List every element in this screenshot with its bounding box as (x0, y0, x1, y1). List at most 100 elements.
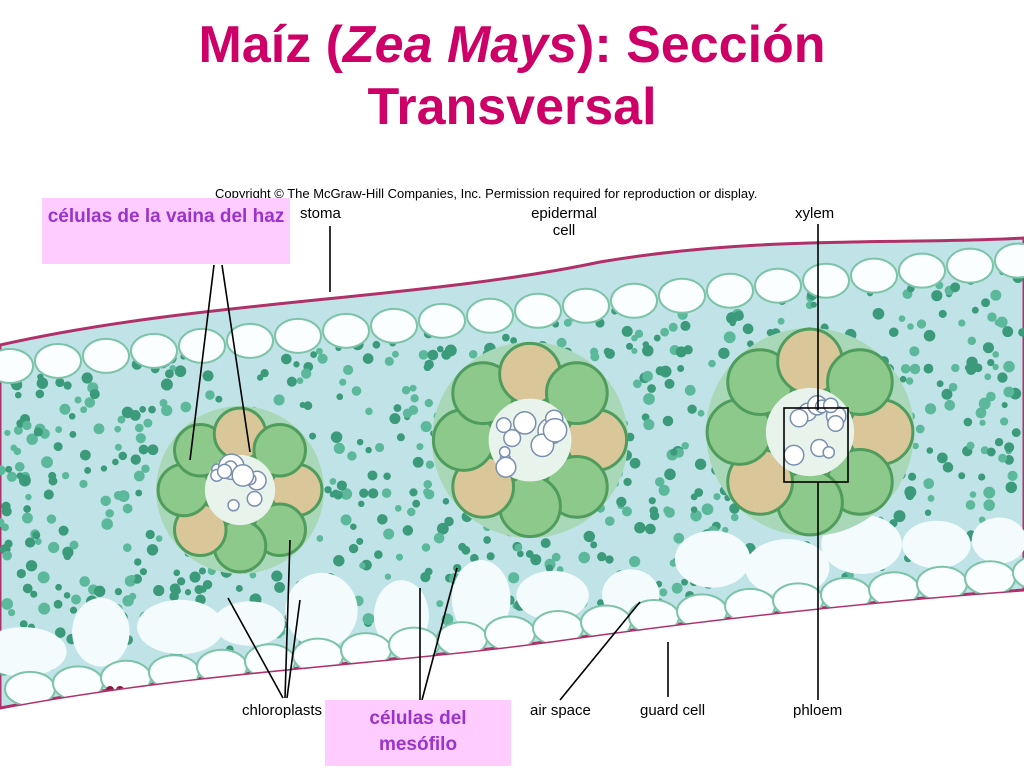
cell (392, 350, 399, 358)
cell (356, 438, 364, 446)
cell (21, 512, 33, 524)
cell (79, 576, 91, 587)
cell (160, 378, 173, 391)
cell (984, 373, 992, 381)
cell (909, 363, 921, 375)
cell (783, 444, 805, 466)
cell (648, 497, 656, 505)
cell (368, 488, 379, 499)
label: epidermal cell (531, 205, 597, 239)
cell (6, 471, 17, 482)
cell (1011, 428, 1021, 438)
cell (401, 386, 411, 395)
cell (610, 282, 658, 319)
cell (0, 347, 34, 384)
cell (589, 347, 599, 356)
cell (61, 471, 70, 480)
cell (724, 587, 776, 624)
cell (1003, 386, 1015, 398)
cell (348, 543, 359, 554)
cell (687, 404, 697, 414)
cell (63, 381, 72, 390)
cell (888, 327, 899, 338)
cell (936, 452, 948, 464)
cell (202, 579, 213, 590)
cell (375, 442, 385, 453)
cell (122, 503, 133, 514)
cell (285, 572, 358, 649)
cell (633, 379, 642, 389)
cell (503, 429, 522, 448)
cell (994, 438, 1004, 447)
cell (421, 543, 431, 552)
cell (647, 384, 656, 393)
leader-lines (189, 224, 849, 701)
cell (924, 403, 937, 415)
cell (923, 478, 935, 489)
cell (789, 408, 809, 428)
cell (629, 555, 641, 568)
cell (708, 359, 716, 368)
cell (130, 332, 178, 369)
cell (802, 262, 850, 299)
cell (722, 526, 729, 534)
cell (123, 543, 132, 552)
cell (32, 531, 41, 540)
cell (146, 544, 159, 556)
cell (309, 432, 317, 440)
cell (274, 317, 322, 354)
cell (374, 550, 383, 559)
cell (643, 419, 655, 431)
cell (41, 456, 53, 469)
cell (330, 431, 343, 443)
cell (58, 525, 69, 536)
cell (629, 457, 641, 469)
cell (393, 404, 402, 412)
cell (1004, 442, 1015, 453)
cell (675, 346, 687, 358)
cell (246, 490, 263, 507)
cell (461, 545, 471, 555)
cell (148, 405, 156, 414)
cell (958, 472, 966, 480)
cell (508, 572, 520, 584)
cell (317, 353, 328, 364)
cell (718, 347, 730, 359)
cell (938, 309, 947, 318)
cell (621, 325, 633, 337)
cell (510, 337, 517, 344)
cell (980, 446, 989, 455)
cell (313, 289, 321, 297)
cell (967, 336, 977, 346)
cell (82, 337, 130, 374)
cell (996, 316, 1008, 328)
cell (333, 442, 345, 455)
cell (25, 560, 38, 572)
cell (706, 272, 754, 309)
cell (336, 393, 344, 401)
cell (105, 509, 114, 518)
slide-title: Maíz (Zea Mays): Sección Transversal (0, 14, 1024, 138)
cell (1007, 470, 1018, 481)
cell (418, 302, 466, 339)
cell (950, 282, 961, 293)
cell (905, 377, 914, 385)
cell (673, 532, 685, 544)
cell (322, 312, 370, 349)
cell (649, 506, 659, 516)
cell (81, 372, 93, 384)
cell (205, 390, 215, 400)
cell (971, 306, 979, 314)
cell (271, 570, 283, 582)
cell (923, 363, 934, 374)
cell (350, 523, 357, 530)
cell (94, 585, 106, 598)
cell (23, 505, 31, 513)
cell (18, 474, 31, 487)
cell (161, 404, 173, 417)
cell (394, 505, 402, 512)
cell (114, 443, 122, 451)
cell (128, 574, 136, 582)
